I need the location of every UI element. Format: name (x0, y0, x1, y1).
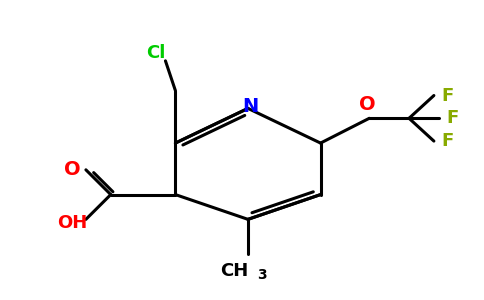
Text: F: F (442, 132, 454, 150)
Text: F: F (442, 86, 454, 104)
Text: Cl: Cl (146, 44, 165, 62)
Text: O: O (64, 160, 80, 179)
Text: N: N (242, 97, 258, 116)
Text: F: F (447, 109, 459, 127)
Text: 3: 3 (257, 268, 267, 282)
Text: OH: OH (57, 214, 87, 232)
Text: O: O (359, 95, 376, 114)
Text: CH: CH (220, 262, 248, 280)
